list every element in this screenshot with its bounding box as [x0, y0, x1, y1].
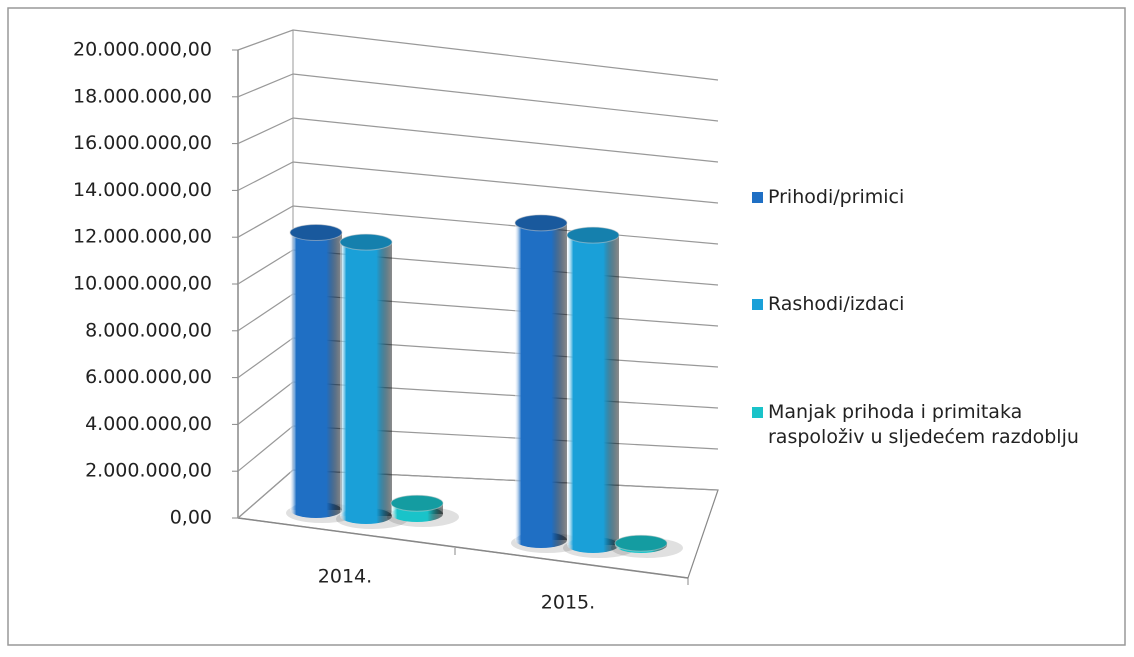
- grid-line: [237, 161, 719, 204]
- bar: [611, 534, 683, 558]
- bar: [336, 233, 408, 529]
- bar: [387, 494, 459, 527]
- x-tick-label: 2014.: [318, 566, 372, 588]
- bar-top: [339, 233, 393, 251]
- bar-bottom: [290, 502, 342, 518]
- bar-top: [390, 494, 444, 512]
- y-tick-label: 20.000.000,00: [73, 39, 212, 61]
- legend-label: Manjak prihoda i primitaka raspoloživ u …: [768, 401, 1079, 448]
- legend-swatch: [752, 192, 763, 203]
- y-tick-label: 6.000.000,00: [85, 366, 212, 388]
- grid-line: [237, 73, 719, 122]
- bar-bottom: [567, 537, 619, 553]
- bar-body: [290, 232, 342, 510]
- y-tick-label: 4.000.000,00: [85, 413, 212, 435]
- bar-body: [515, 222, 567, 541]
- y-tick-label: 10.000.000,00: [73, 273, 212, 295]
- y-tick-label: 18.000.000,00: [73, 85, 212, 107]
- grid-line: [237, 117, 719, 163]
- legend-item: Prihodi/primici: [752, 185, 1082, 210]
- bar-body: [340, 242, 392, 516]
- bar-top: [514, 214, 568, 232]
- bar-top: [566, 226, 620, 244]
- legend-label: Prihodi/primici: [768, 186, 905, 208]
- y-tick-label: 2.000.000,00: [85, 460, 212, 482]
- x-tick-label: 2015.: [541, 592, 595, 614]
- y-tick-label: 14.000.000,00: [73, 179, 212, 201]
- y-tick-label: 0,00: [170, 507, 212, 529]
- y-tick-label: 8.000.000,00: [85, 319, 212, 341]
- legend-label: Rashodi/izdaci: [768, 293, 905, 315]
- bar-bottom: [515, 532, 567, 548]
- y-tick-label: 12.000.000,00: [73, 226, 212, 248]
- bar: [286, 224, 358, 523]
- bar-top: [289, 224, 343, 242]
- legend-item: Rashodi/izdaci: [752, 292, 1082, 317]
- bar-bottom: [340, 508, 392, 524]
- legend-swatch: [752, 299, 763, 310]
- legend-swatch: [752, 407, 763, 418]
- bar-body: [567, 235, 619, 545]
- x-axis: [237, 517, 689, 579]
- bar-top: [614, 534, 668, 552]
- bar: [511, 214, 583, 553]
- y-tick-label: 16.000.000,00: [73, 132, 212, 154]
- legend-item: Manjak prihoda i primitaka raspoloživ u …: [752, 400, 1082, 450]
- bar: [563, 226, 635, 558]
- grid-line: [237, 29, 719, 81]
